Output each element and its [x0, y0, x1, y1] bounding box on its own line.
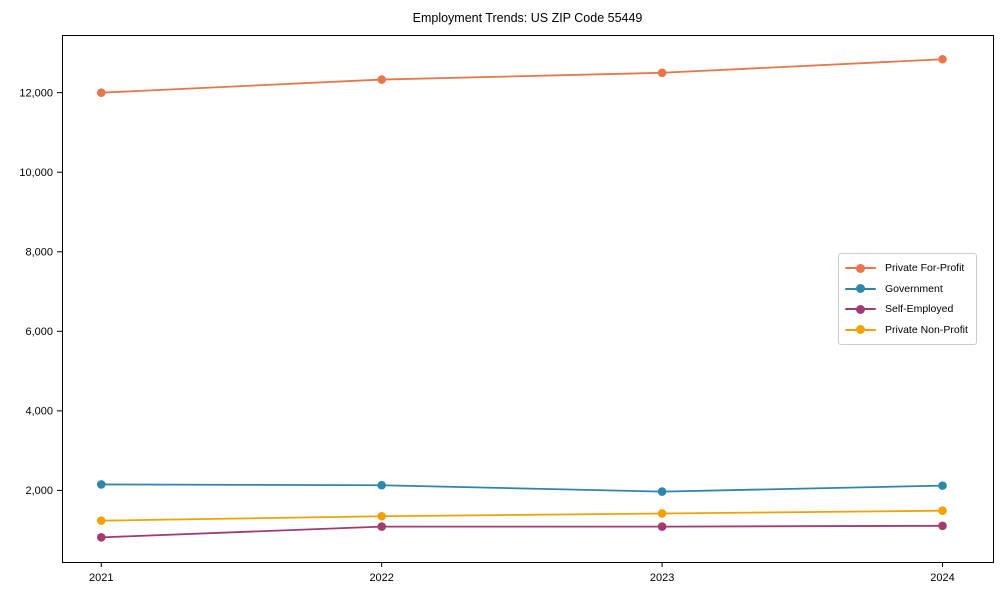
legend-item-label: Private For-Profit: [885, 262, 965, 275]
data-point-marker: [938, 54, 947, 64]
data-point-marker: [657, 68, 667, 78]
y-tick-label: 6,000: [25, 326, 53, 338]
y-tick-label: 4,000: [25, 406, 53, 418]
data-point-marker: [377, 511, 386, 521]
data-point-marker: [96, 533, 106, 542]
axes-box: [62, 35, 994, 563]
series-line: [100, 524, 944, 539]
x-tick-label: 2023: [650, 572, 674, 584]
legend-item: Self-Employed: [845, 299, 970, 319]
legend-item-label: Private Non-Profit: [885, 323, 968, 336]
legend-item: Government: [845, 279, 970, 299]
y-tick-label: 12,000: [19, 87, 53, 99]
data-point-marker: [377, 480, 386, 490]
x-tick-label: 2022: [369, 572, 393, 584]
data-point-marker: [938, 481, 947, 490]
legend: Private For-Profit Government Self-Employe…: [838, 253, 977, 345]
series-line: [100, 58, 944, 94]
data-point-marker: [938, 506, 947, 515]
data-point-marker: [377, 522, 386, 531]
y-tick-label: 2,000: [25, 485, 53, 497]
legend-marker-icon: [845, 263, 876, 273]
x-tick-label: 2024: [930, 572, 954, 584]
data-point-marker: [657, 509, 667, 518]
legend-marker-icon: [845, 304, 876, 314]
data-point-marker: [96, 516, 106, 525]
data-point-marker: [96, 480, 106, 489]
legend-marker-icon: [845, 284, 876, 294]
chart-title: Employment Trends: US ZIP Code 55449: [412, 11, 643, 25]
legend-marker-icon: [845, 325, 876, 335]
y-tick-label: 8,000: [25, 247, 53, 259]
data-point-marker: [377, 75, 386, 84]
x-tick-label: 2021: [89, 572, 113, 584]
data-point-marker: [657, 487, 667, 496]
series-line: [100, 483, 944, 493]
legend-item-label: Self-Employed: [885, 303, 954, 316]
data-point-marker: [657, 522, 667, 531]
data-point-marker: [938, 521, 947, 531]
legend-item: Private Non-Profit: [845, 320, 970, 340]
legend-item: Private For-Profit: [845, 258, 970, 278]
series-line: [100, 509, 944, 522]
data-point-marker: [96, 88, 106, 97]
legend-item-label: Government: [885, 282, 943, 295]
y-tick-label: 10,000: [19, 167, 53, 179]
